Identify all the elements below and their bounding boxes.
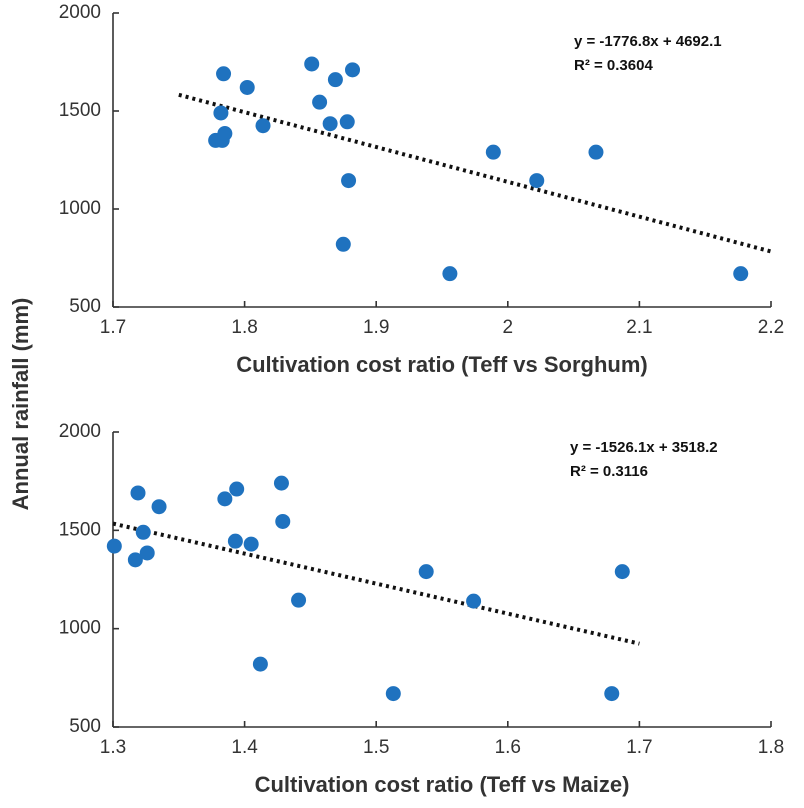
panel-2-y-tick-label: 500 bbox=[69, 716, 101, 737]
panel-2-data-point bbox=[229, 481, 245, 497]
panel-2-data-point bbox=[418, 564, 434, 580]
panel-2-data-point bbox=[273, 475, 289, 491]
panel-2-x-tick-label: 1.5 bbox=[363, 737, 389, 758]
panel-1-x-tick-label: 1.8 bbox=[231, 317, 257, 338]
panel-1-y-tick-label: 1000 bbox=[59, 198, 101, 219]
panel-2-x-tick-label: 1.6 bbox=[495, 737, 521, 758]
panel-2-data-point bbox=[217, 491, 233, 507]
panel-2-data-point bbox=[139, 545, 155, 561]
panel-2-x-tick-label: 1.4 bbox=[231, 737, 258, 758]
panel-1-data-point bbox=[322, 116, 338, 132]
panel-2-data-point bbox=[385, 686, 401, 702]
panel-1-data-point bbox=[304, 56, 320, 72]
panel-1-data-point bbox=[588, 144, 604, 160]
panel-1-data-point bbox=[341, 173, 357, 189]
panel-1-data-point bbox=[239, 79, 255, 95]
panel-2-equation: y = -1526.1x + 3518.2 bbox=[570, 439, 718, 456]
panel-1-data-point bbox=[216, 66, 232, 82]
panel-2-data-point bbox=[227, 533, 243, 549]
panel-2-data-point bbox=[127, 552, 143, 568]
panel-1-data-point bbox=[442, 266, 458, 282]
panel-2-x-axis-label: Cultivation cost ratio (Teff vs Maize) bbox=[255, 772, 630, 797]
shared-y-axis-label: Annual rainfall (mm) bbox=[8, 298, 33, 511]
panel-1-data-point bbox=[339, 114, 355, 130]
panel-1-trendline bbox=[178, 92, 772, 254]
panel-1-x-tick-label: 1.7 bbox=[100, 317, 126, 338]
panel-2-data-point bbox=[275, 513, 291, 529]
panel-2-y-tick-label: 1500 bbox=[59, 519, 101, 540]
panel-1-data-point bbox=[213, 105, 229, 121]
panel-2-data-point bbox=[130, 485, 146, 501]
panel-1-x-axis-label: Cultivation cost ratio (Teff vs Sorghum) bbox=[236, 352, 648, 377]
panel-2-data-point bbox=[252, 656, 268, 672]
panel-1-data-point bbox=[217, 126, 233, 142]
panel-1-y-tick-label: 1500 bbox=[59, 100, 101, 121]
panel-2-r-squared: R² = 0.3116 bbox=[570, 463, 648, 480]
panel-1-data-point bbox=[335, 236, 351, 252]
panel-2-data-point bbox=[151, 499, 167, 515]
panel-2-y-tick-label: 1000 bbox=[59, 618, 101, 639]
panel-2-trendline bbox=[112, 521, 640, 646]
panel-1-data-point bbox=[345, 62, 361, 78]
panel-2-x-tick-label: 1.8 bbox=[758, 737, 784, 758]
panel-1-equation: y = -1776.8x + 4692.1 bbox=[574, 33, 722, 50]
panel-1-data-point bbox=[312, 94, 328, 110]
panel-2-data-point bbox=[466, 593, 482, 609]
panel-2-data-point bbox=[243, 536, 259, 552]
panel-1-data-point bbox=[255, 118, 271, 134]
panel-2-data-point bbox=[106, 538, 122, 554]
panel-1-x-tick-label: 2.1 bbox=[626, 317, 652, 338]
panel-1-x-tick-label: 1.9 bbox=[363, 317, 389, 338]
panel-2-data-point bbox=[604, 686, 620, 702]
panel-1-y-tick-label: 2000 bbox=[59, 2, 101, 23]
panel-2-x-tick-label: 1.7 bbox=[626, 737, 652, 758]
panel-2-y-tick-label: 2000 bbox=[59, 421, 101, 442]
panel-2-data-point bbox=[291, 592, 307, 608]
panel-1-r-squared: R² = 0.3604 bbox=[574, 57, 653, 74]
panel-1-x-tick-label: 2 bbox=[503, 317, 514, 338]
panel-2-x-tick-label: 1.3 bbox=[100, 737, 126, 758]
panel-1-x-tick-label: 2.2 bbox=[758, 317, 784, 338]
panel-1-data-point bbox=[485, 144, 501, 160]
panel-1-data-point bbox=[733, 266, 749, 282]
panel-1-data-point bbox=[327, 72, 343, 88]
panel-1-data-point bbox=[529, 173, 545, 189]
panel-1-y-tick-label: 500 bbox=[69, 296, 101, 317]
panel-2-data-point bbox=[135, 524, 151, 540]
panel-2-data-point bbox=[614, 564, 630, 580]
